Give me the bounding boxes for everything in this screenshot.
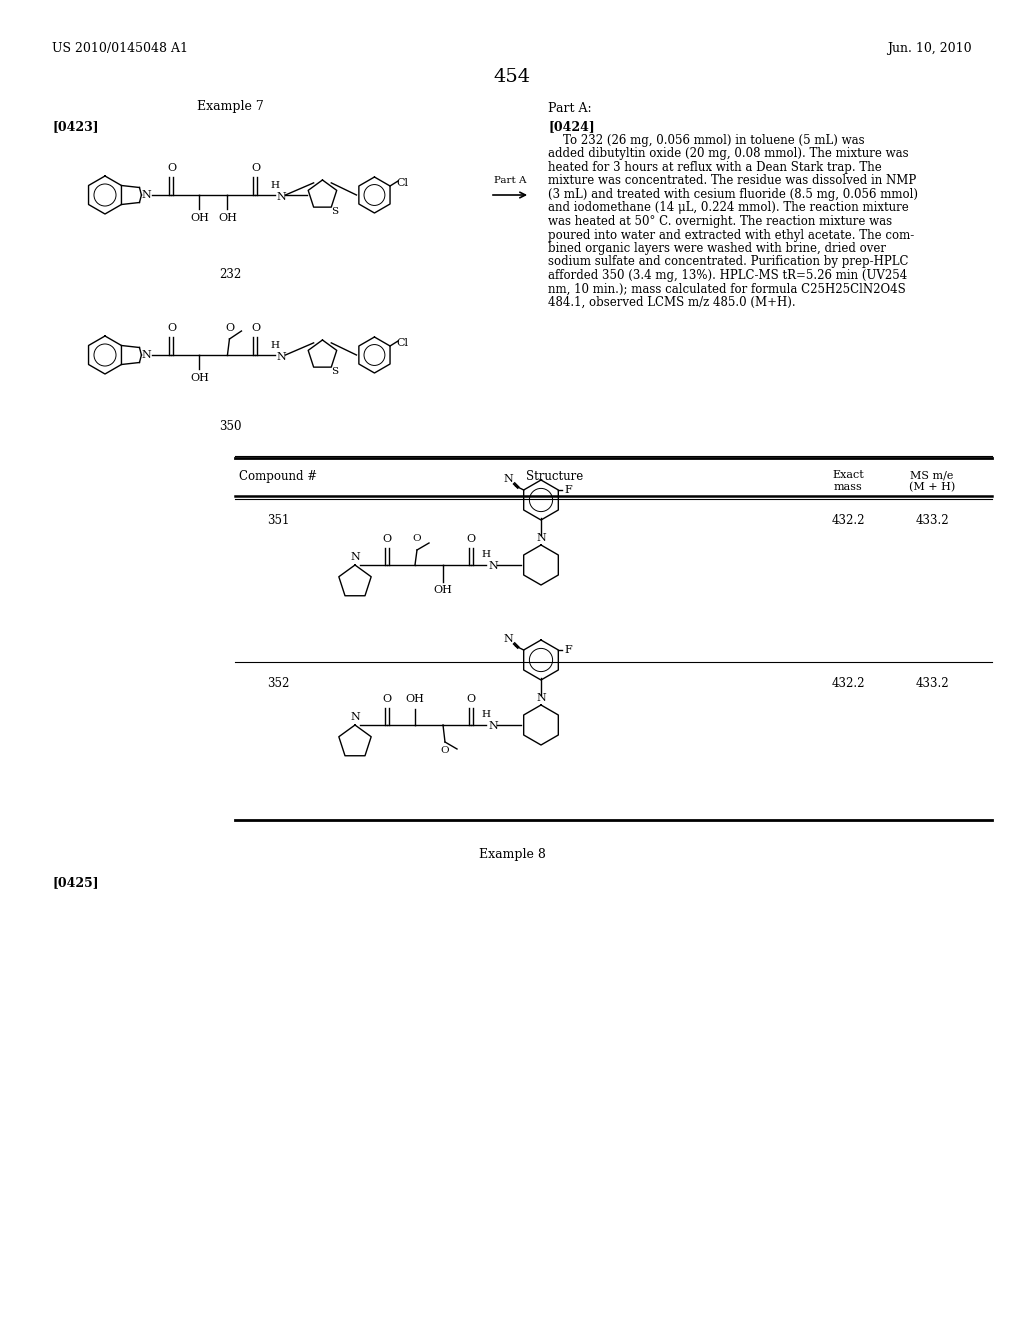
Text: F: F: [564, 645, 572, 655]
Text: H: H: [271, 181, 280, 190]
Text: N: N: [488, 561, 498, 572]
Text: Cl: Cl: [396, 178, 409, 187]
Text: 433.2: 433.2: [915, 677, 949, 690]
Text: Exact: Exact: [833, 470, 864, 480]
Text: 432.2: 432.2: [831, 513, 864, 527]
Text: 432.2: 432.2: [831, 677, 864, 690]
Text: N: N: [350, 711, 359, 722]
Text: OH: OH: [433, 585, 453, 595]
Text: N: N: [276, 352, 287, 362]
Text: N: N: [276, 191, 287, 202]
Text: mass: mass: [834, 482, 862, 492]
Text: Compound #: Compound #: [239, 470, 317, 483]
Text: To 232 (26 mg, 0.056 mmol) in toluene (5 mL) was: To 232 (26 mg, 0.056 mmol) in toluene (5…: [548, 135, 864, 147]
Text: O: O: [467, 535, 475, 544]
Text: 484.1, observed LCMS m/z 485.0 (M+H).: 484.1, observed LCMS m/z 485.0 (M+H).: [548, 296, 796, 309]
Text: 232: 232: [219, 268, 241, 281]
Text: O: O: [251, 323, 260, 333]
Text: O: O: [382, 694, 391, 704]
Text: N: N: [537, 533, 546, 543]
Text: Structure: Structure: [526, 470, 584, 483]
Text: Example 8: Example 8: [478, 847, 546, 861]
Text: 433.2: 433.2: [915, 513, 949, 527]
Text: N: N: [504, 634, 514, 644]
Text: F: F: [564, 484, 572, 495]
Text: O: O: [467, 694, 475, 704]
Text: N: N: [537, 693, 546, 704]
Text: 352: 352: [267, 677, 289, 690]
Text: nm, 10 min.); mass calculated for formula C25H25ClN2O4S: nm, 10 min.); mass calculated for formul…: [548, 282, 906, 296]
Text: [0424]: [0424]: [548, 120, 595, 133]
Text: Example 7: Example 7: [197, 100, 263, 114]
Text: was heated at 50° C. overnight. The reaction mixture was: was heated at 50° C. overnight. The reac…: [548, 215, 892, 228]
Text: OH: OH: [190, 374, 209, 383]
Text: sodium sulfate and concentrated. Purification by prep-HPLC: sodium sulfate and concentrated. Purific…: [548, 256, 908, 268]
Text: OH: OH: [190, 213, 209, 223]
Text: heated for 3 hours at reflux with a Dean Stark trap. The: heated for 3 hours at reflux with a Dean…: [548, 161, 882, 174]
Text: US 2010/0145048 A1: US 2010/0145048 A1: [52, 42, 188, 55]
Text: bined organic layers were washed with brine, dried over: bined organic layers were washed with br…: [548, 242, 886, 255]
Text: (M + H): (M + H): [909, 482, 955, 492]
Text: O: O: [382, 535, 391, 544]
Text: 350: 350: [219, 420, 242, 433]
Text: 351: 351: [267, 513, 289, 527]
Text: N: N: [141, 190, 152, 201]
Text: and iodomethane (14 μL, 0.224 mmol). The reaction mixture: and iodomethane (14 μL, 0.224 mmol). The…: [548, 202, 908, 214]
Text: N: N: [488, 721, 498, 731]
Text: [0425]: [0425]: [52, 876, 98, 888]
Text: (3 mL) and treated with cesium fluoride (8.5 mg, 0.056 mmol): (3 mL) and treated with cesium fluoride …: [548, 187, 918, 201]
Text: OH: OH: [406, 694, 424, 704]
Text: N: N: [350, 552, 359, 562]
Text: Cl: Cl: [396, 338, 409, 348]
Text: MS m/e: MS m/e: [910, 470, 953, 480]
Text: Part A:: Part A:: [548, 102, 592, 115]
Text: O: O: [167, 323, 176, 333]
Text: H: H: [481, 710, 490, 719]
Text: N: N: [141, 350, 152, 360]
Text: H: H: [481, 550, 490, 558]
Text: S: S: [331, 207, 338, 215]
Text: 454: 454: [494, 69, 530, 86]
Text: O: O: [251, 162, 260, 173]
Text: OH: OH: [218, 213, 237, 223]
Text: O: O: [225, 323, 234, 333]
Text: Part A: Part A: [494, 176, 526, 185]
Text: S: S: [331, 367, 338, 376]
Text: afforded 350 (3.4 mg, 13%). HPLC-MS tR=5.26 min (UV254: afforded 350 (3.4 mg, 13%). HPLC-MS tR=5…: [548, 269, 907, 282]
Text: H: H: [271, 341, 280, 350]
Text: poured into water and extracted with ethyl acetate. The com-: poured into water and extracted with eth…: [548, 228, 914, 242]
Text: mixture was concentrated. The residue was dissolved in NMP: mixture was concentrated. The residue wa…: [548, 174, 916, 187]
Text: O: O: [167, 162, 176, 173]
Text: [0423]: [0423]: [52, 120, 98, 133]
Text: O: O: [440, 746, 450, 755]
Text: N: N: [504, 474, 514, 484]
Text: added dibutyltin oxide (20 mg, 0.08 mmol). The mixture was: added dibutyltin oxide (20 mg, 0.08 mmol…: [548, 148, 908, 161]
Text: Jun. 10, 2010: Jun. 10, 2010: [888, 42, 972, 55]
Text: O: O: [413, 535, 421, 543]
